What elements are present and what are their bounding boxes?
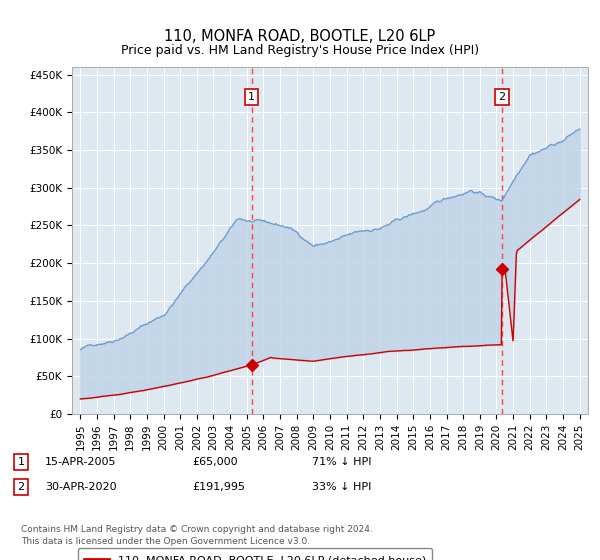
Text: £65,000: £65,000 — [192, 457, 238, 467]
Legend: 110, MONFA ROAD, BOOTLE, L20 6LP (detached house), HPI: Average price, detached : 110, MONFA ROAD, BOOTLE, L20 6LP (detach… — [77, 548, 433, 560]
Text: 15-APR-2005: 15-APR-2005 — [45, 457, 116, 467]
Text: 110, MONFA ROAD, BOOTLE, L20 6LP: 110, MONFA ROAD, BOOTLE, L20 6LP — [164, 29, 436, 44]
Text: 30-APR-2020: 30-APR-2020 — [45, 482, 116, 492]
Text: 1: 1 — [17, 457, 25, 467]
Text: 71% ↓ HPI: 71% ↓ HPI — [312, 457, 371, 467]
Text: Contains HM Land Registry data © Crown copyright and database right 2024.
This d: Contains HM Land Registry data © Crown c… — [21, 525, 373, 546]
Text: Price paid vs. HM Land Registry's House Price Index (HPI): Price paid vs. HM Land Registry's House … — [121, 44, 479, 57]
Text: 2: 2 — [499, 92, 506, 102]
Text: £191,995: £191,995 — [192, 482, 245, 492]
Text: 2: 2 — [17, 482, 25, 492]
Text: 1: 1 — [248, 92, 255, 102]
Text: 33% ↓ HPI: 33% ↓ HPI — [312, 482, 371, 492]
